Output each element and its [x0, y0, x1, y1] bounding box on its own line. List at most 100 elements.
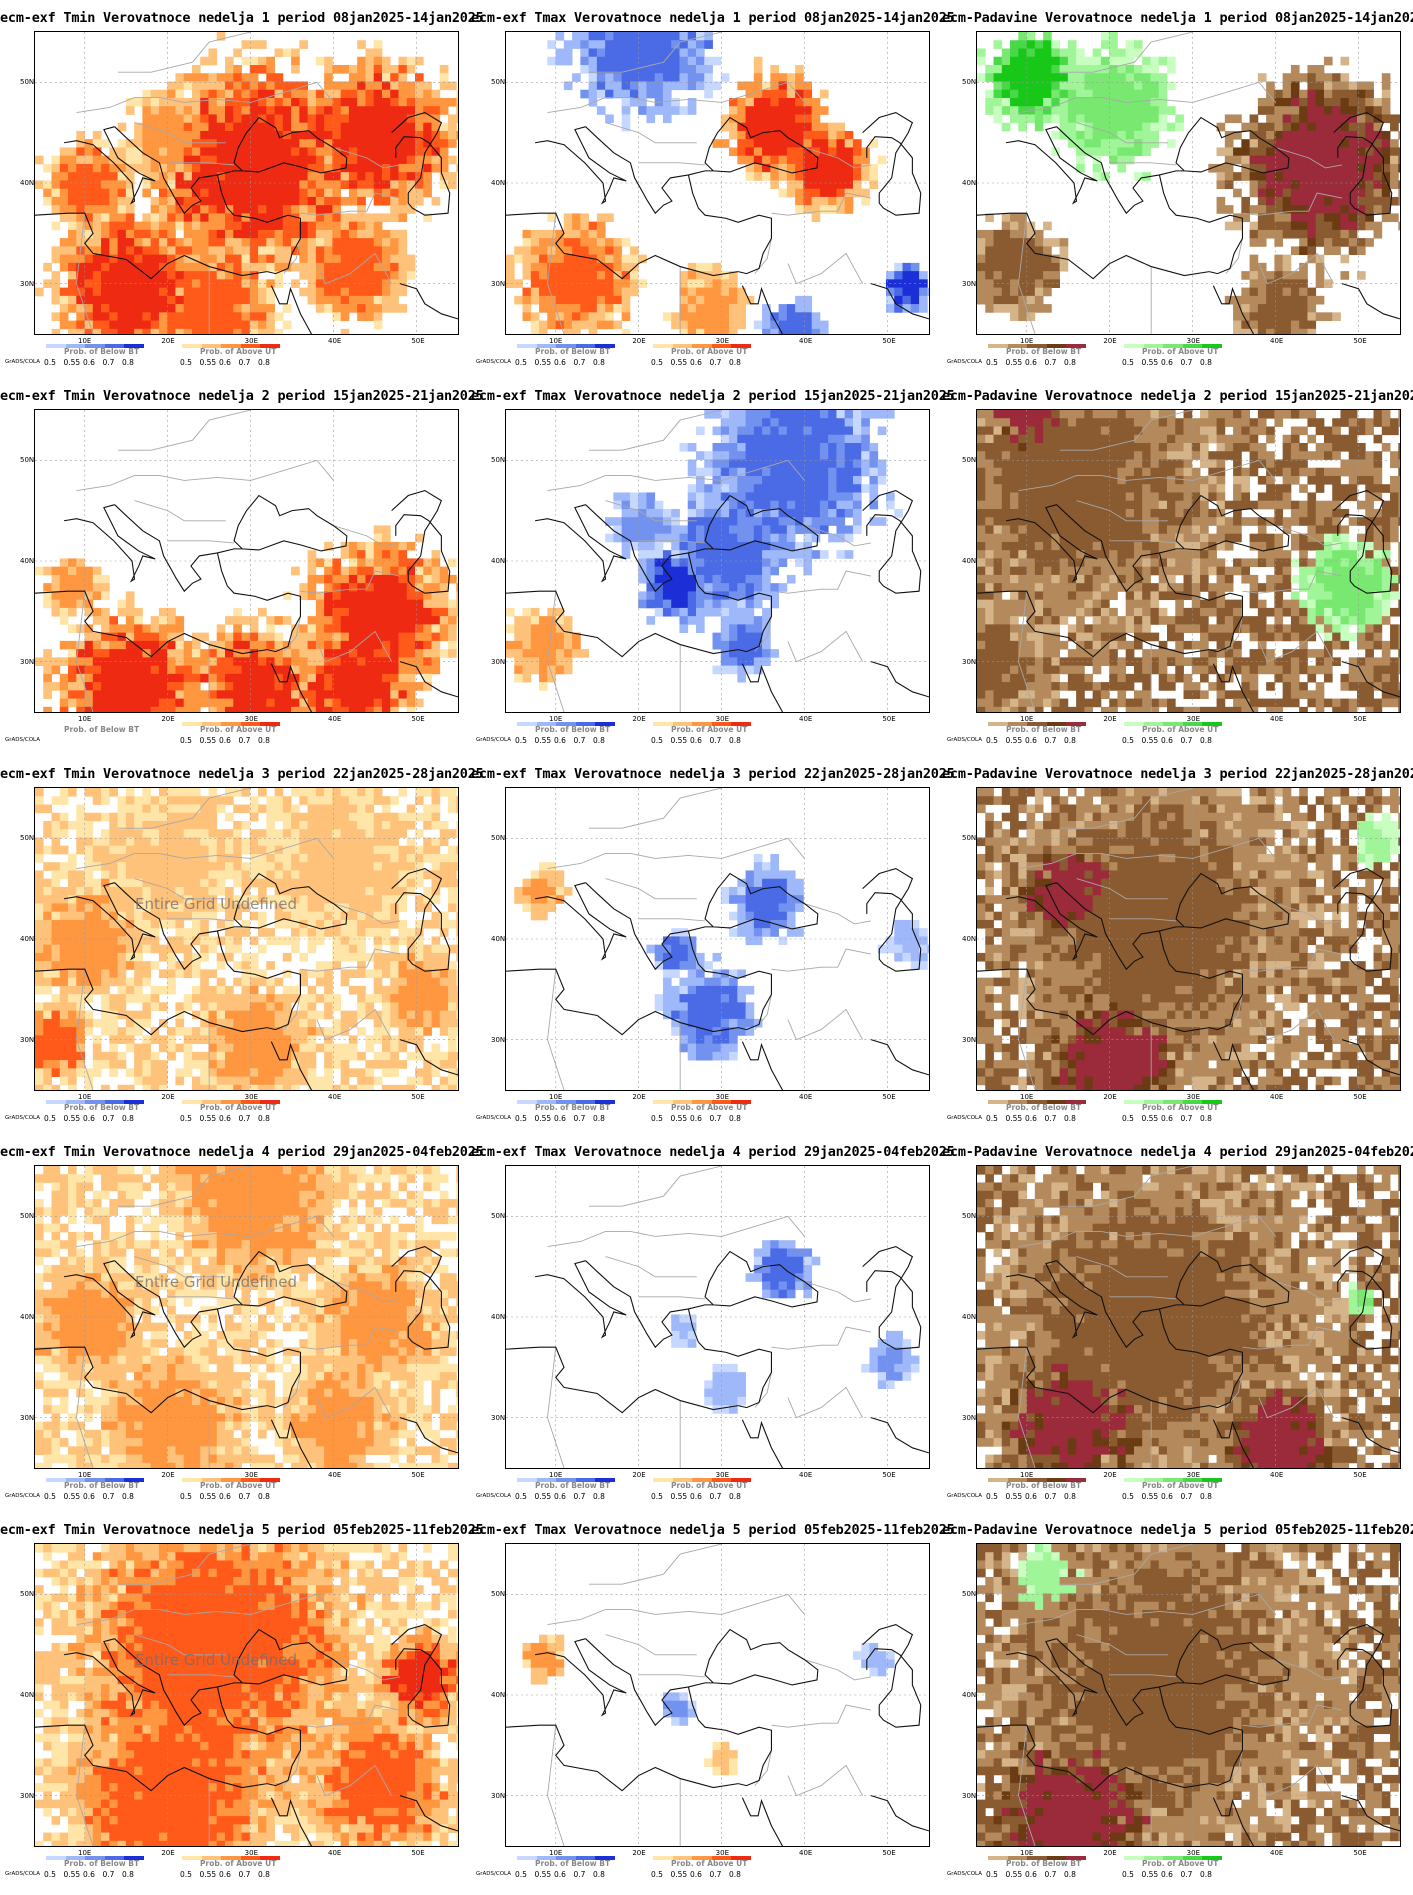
colorbar-swatch — [1202, 722, 1222, 726]
panel-title: ecm-exf Tmax Verovatnoce nedelja 2 perio… — [471, 388, 955, 404]
colorbar-swatch — [653, 344, 673, 348]
country-borders — [76, 1166, 401, 1468]
colorbar-tick-label: 0.6 — [554, 1492, 566, 1501]
probability-map — [976, 409, 1401, 713]
colorbar-swatch — [1202, 1856, 1222, 1860]
colorbar-swatch — [221, 1100, 241, 1104]
colorbar-tick-label: 0.7 — [1180, 1492, 1193, 1501]
colorbar-tick-label: 0.8 — [258, 1870, 270, 1879]
colorbar-swatch — [201, 1100, 221, 1104]
probability-field — [35, 1166, 458, 1468]
latitude-label: 30N — [491, 658, 506, 667]
colorbar-swatch — [260, 344, 280, 348]
grads-credit: GrADS/COLA — [947, 359, 982, 365]
longitude-label: 10E — [78, 337, 92, 345]
country-borders — [547, 32, 872, 334]
panel-title: ecm-Padavine Verovatnoce nedelja 1 perio… — [942, 10, 1413, 26]
colorbar-swatch — [653, 1100, 673, 1104]
longitude-label: 30E — [715, 337, 729, 345]
below-colorbar-title: Prob. of Below BT — [64, 347, 140, 356]
colorbar-swatch — [731, 1478, 751, 1482]
undefined-grid-notice: Entire Grid Undefined — [135, 895, 298, 913]
colorbar-tick-label: 0.6 — [1161, 736, 1173, 745]
forecast-panel-tmin-week-2: ecm-exf Tmin Verovatnoce nedelja 2 perio… — [0, 378, 484, 757]
colorbar-tick-label: 0.55 — [1141, 1870, 1159, 1879]
colorbar-swatch — [711, 344, 731, 348]
colorbar-swatch — [988, 1478, 1008, 1482]
colorbar-tick-label: 0.6 — [1161, 1114, 1173, 1123]
longitude-label: 30E — [715, 1093, 729, 1101]
latitude-label: 30N — [962, 280, 977, 289]
probability-map — [505, 409, 930, 713]
forecast-panel-prec-week-4: ecm-Padavine Verovatnoce nedelja 4 perio… — [942, 1134, 1413, 1513]
colorbar-tick-label: 0.5 — [180, 736, 192, 745]
colorbar-tick-label: 0.6 — [1025, 1870, 1037, 1879]
latitude-label: 40N — [20, 1313, 35, 1321]
country-borders — [1018, 32, 1343, 334]
below-colorbar-title: Prob. of Below BT — [64, 1103, 140, 1112]
latitude-label: 40N — [962, 1313, 977, 1321]
colorbar-swatch — [653, 722, 673, 726]
colorbar-tick-label: 0.7 — [238, 736, 251, 745]
colorbar-swatch — [260, 722, 280, 726]
colorbar-swatch — [1163, 1100, 1183, 1104]
below-colorbar-title: Prob. of Below BT — [535, 1103, 611, 1112]
latitude-label: 50N — [20, 455, 35, 464]
longitude-label: 50E — [411, 1849, 425, 1857]
above-colorbar-swatches — [182, 1478, 280, 1482]
longitude-label: 30E — [1186, 337, 1200, 345]
longitude-label: 40E — [799, 337, 813, 345]
colorbar-swatch — [1066, 1100, 1086, 1104]
longitude-label: 40E — [328, 715, 342, 723]
probability-map: Entire Grid Undefined — [34, 787, 459, 1091]
colorbar-tick-label: 0.6 — [1025, 1492, 1037, 1501]
colorbar-tick-label: 0.8 — [258, 358, 270, 367]
colorbar-tick-label: 0.7 — [1180, 358, 1193, 367]
colorbar-tick-label: 0.55 — [199, 1870, 217, 1879]
colorbar-tick-label: 0.7 — [1044, 1492, 1057, 1501]
grads-credit: GrADS/COLA — [947, 1115, 982, 1121]
probability-field — [977, 1166, 1400, 1468]
colorbar-tick-label: 0.6 — [690, 1114, 702, 1123]
colorbar-tick-label: 0.55 — [670, 1870, 688, 1879]
latitude-label: 30N — [20, 280, 35, 289]
colorbar-tick-label: 0.7 — [709, 1492, 722, 1501]
longitude-label: 10E — [1020, 715, 1034, 723]
below-colorbar-swatches — [988, 344, 1086, 348]
colorbar-tick-label: 0.55 — [1141, 736, 1159, 745]
longitude-label: 30E — [715, 1471, 729, 1479]
colorbar-tick-label: 0.55 — [670, 736, 688, 745]
longitude-label: 50E — [411, 1471, 425, 1479]
probability-map — [34, 31, 459, 335]
colorbar-swatch — [65, 1856, 85, 1860]
colorbar-swatch — [711, 1478, 731, 1482]
below-colorbar-title: Prob. of Below BT — [64, 725, 140, 734]
forecast-panel-tmax-week-3: ecm-exf Tmax Verovatnoce nedelja 3 perio… — [471, 756, 955, 1135]
colorbar-swatch — [201, 344, 221, 348]
colorbar-tick-label: 0.6 — [83, 358, 95, 367]
colorbar-tick-label: 0.6 — [1025, 1114, 1037, 1123]
colorbar-swatch — [731, 1100, 751, 1104]
longitude-label: 50E — [882, 1093, 896, 1101]
colorbar-swatch — [1066, 722, 1086, 726]
longitude-label: 20E — [632, 715, 646, 723]
colorbar-tick-label: 0.8 — [258, 736, 270, 745]
latitude-label: 30N — [491, 1792, 506, 1801]
below-colorbar-swatches — [988, 722, 1086, 726]
colorbar-swatch — [1027, 1100, 1047, 1104]
probability-field — [506, 1166, 929, 1468]
above-colorbar-title: Prob. of Above UT — [671, 1859, 748, 1868]
longitude-label: 40E — [1270, 1471, 1284, 1479]
country-borders — [1018, 410, 1343, 712]
probability-map — [34, 409, 459, 713]
below-colorbar-swatches — [517, 344, 615, 348]
colorbar-swatch — [1143, 344, 1163, 348]
longitude-label: 10E — [1020, 1849, 1034, 1857]
colorbar-tick-label: 0.5 — [44, 1870, 56, 1879]
colorbar-tick-label: 0.7 — [573, 358, 586, 367]
colorbar-tick-label: 0.55 — [199, 1114, 217, 1123]
colorbar-swatch — [556, 722, 576, 726]
colorbar-swatch — [221, 1856, 241, 1860]
probability-field — [35, 1544, 458, 1846]
latitude-label: 40N — [962, 179, 977, 187]
